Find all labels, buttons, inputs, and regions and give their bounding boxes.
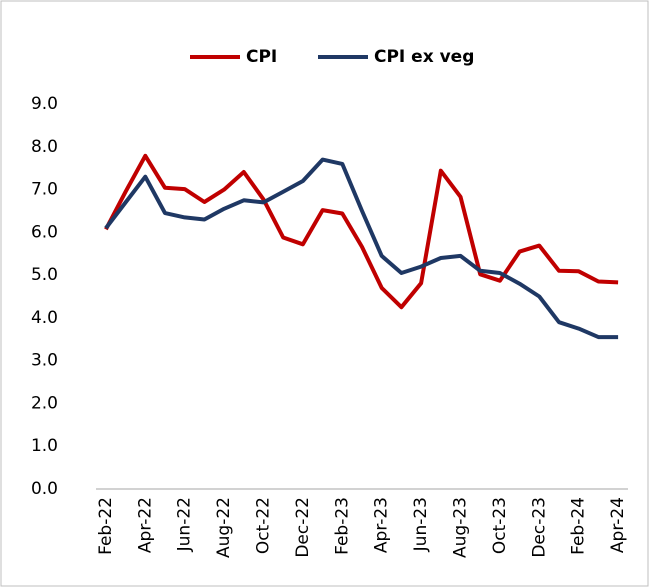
y-tick-label: 8.0 <box>31 137 58 157</box>
x-tick-label: Dec-23 <box>529 497 549 558</box>
y-tick-label: 4.0 <box>31 308 58 328</box>
series-line <box>104 157 619 340</box>
x-tick-label: Apr-23 <box>372 497 392 553</box>
x-tick-label: Feb-22 <box>96 497 116 555</box>
x-tick-label: Jun-23 <box>411 497 431 552</box>
y-tick-label: 3.0 <box>31 351 58 371</box>
y-tick-label: 1.0 <box>31 436 58 456</box>
x-tick-label: Dec-22 <box>293 497 313 558</box>
x-tick-label: Feb-23 <box>332 497 352 555</box>
x-tick-label: Jun-22 <box>175 497 195 552</box>
x-tick-label: Feb-24 <box>569 497 589 555</box>
x-tick-label: Apr-24 <box>608 497 628 553</box>
y-tick-label: 9.0 <box>31 94 58 114</box>
y-tick-label: 0.0 <box>31 479 58 499</box>
legend-label: CPI <box>246 47 277 67</box>
y-tick-label: 2.0 <box>31 393 58 413</box>
y-tick-label: 7.0 <box>31 180 58 200</box>
x-tick-label: Oct-22 <box>253 497 273 554</box>
x-tick-label: Aug-23 <box>451 497 471 558</box>
series-line <box>104 153 619 310</box>
y-tick-label: 6.0 <box>31 222 58 242</box>
x-tick-label: Apr-22 <box>135 497 155 553</box>
y-tick-label: 5.0 <box>31 265 58 285</box>
legend-label: CPI ex veg <box>374 47 474 67</box>
x-tick-label: Oct-23 <box>490 497 510 554</box>
x-tick-label: Aug-22 <box>214 497 234 558</box>
